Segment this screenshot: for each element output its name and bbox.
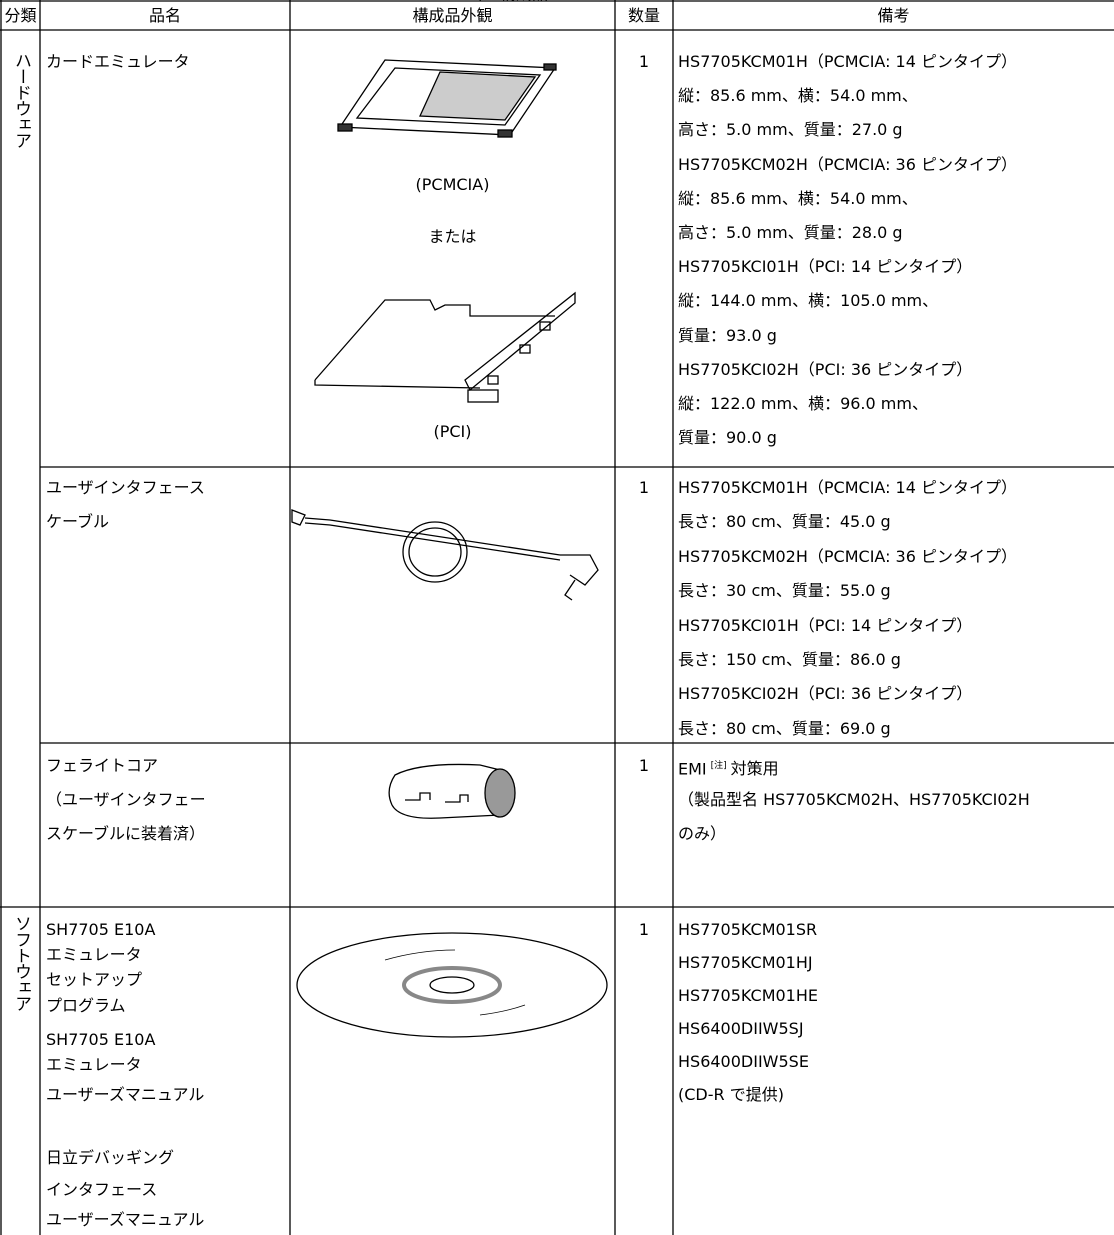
note-line: EMI [注] 対策用: [678, 755, 779, 780]
quantity: 1: [638, 920, 650, 939]
column-header: 分類: [4, 6, 37, 25]
note-line: 高さ：5.0 mm、質量：28.0 g: [678, 223, 903, 242]
note-line: のみ）: [678, 824, 727, 843]
appearance-label: または: [428, 227, 477, 246]
note-line: 質量：93.0 g: [678, 325, 777, 345]
quantity: 1: [638, 52, 650, 71]
note-line: HS7705KCM01HJ: [678, 953, 813, 972]
note-line: HS7705KCM02H（PCMCIA: 36 ピンタイプ）: [678, 546, 1017, 566]
quantity: 1: [638, 756, 650, 775]
note-line: 長さ：30 cm、質量：55.0 g: [678, 581, 891, 601]
note-line: 縦：85.6 mm、横：54.0 mm、: [678, 188, 918, 208]
note-line: 長さ：80 cm、質量：45.0 g: [678, 512, 891, 532]
item-name: ケーブル: [46, 512, 110, 531]
item-name: セットアップ: [46, 970, 143, 989]
cd-image: [296, 932, 608, 1038]
note-line: (CD-R で提供): [678, 1085, 784, 1104]
note-line: 長さ：150 cm、質量：86.0 g: [678, 650, 901, 669]
item-name: 日立デバッギング: [46, 1148, 175, 1167]
pci-board-image: [314, 291, 576, 403]
item-name: スケーブルに装着済）: [46, 824, 206, 843]
note-part: 対策用: [730, 759, 779, 779]
item-name: （ユーザインタフェー: [46, 790, 206, 809]
item-name: ユーザインタフェース: [46, 478, 205, 497]
quantity: 1: [638, 478, 650, 497]
caption: HS7705KCI02H)の構成品: [290, 0, 615, 5]
note-line: 縦：122.0 mm、横：96.0 mm、: [678, 394, 928, 413]
note-line: HS7705KCM01H（PCMCIA: 14 ピンタイプ）: [678, 478, 1017, 497]
item-name: ユーザーズマニュアル: [46, 1210, 205, 1229]
item-name: プログラム: [46, 996, 126, 1015]
note-line: HS7705KCI01H（PCI: 14 ピンタイプ）: [678, 615, 973, 635]
note-line: HS7705KCI01H（PCI: 14 ピンタイプ）: [678, 257, 973, 277]
column-header: 数量: [627, 6, 660, 25]
note-line: 質量：90.0 g: [678, 428, 777, 448]
category-label: ハードウェア: [11, 52, 31, 148]
ferrite-core-image: [388, 763, 516, 819]
note-part: [注]: [710, 761, 727, 771]
note-part: EMI: [678, 759, 707, 779]
column-header: 品名: [148, 6, 181, 25]
pcmcia-card-image: [337, 59, 557, 138]
item-name: フェライトコア: [46, 756, 159, 775]
column-header: 構成品外観: [412, 6, 493, 25]
item-name: カードエミュレータ: [46, 52, 190, 71]
cable-image: [291, 509, 599, 601]
note-line: HS7705KCI02H（PCI: 36 ピンタイプ）: [678, 359, 973, 379]
item-name: エミュレータ: [46, 1055, 142, 1074]
note-line: HS7705KCM01H（PCMCIA: 14 ピンタイプ）: [678, 52, 1017, 71]
item-name: SH7705 E10A: [46, 1030, 156, 1049]
item-name: ユーザーズマニュアル: [46, 1085, 205, 1104]
appearance-label: (PCI): [433, 422, 472, 441]
note-line: 縦：144.0 mm、横：105.0 mm、: [678, 291, 939, 311]
category-label: ソフトウェア: [11, 915, 31, 1011]
note-line: HS7705KCM01HE: [678, 986, 818, 1005]
item-name: エミュレータ: [46, 945, 142, 964]
note-line: HS7705KCM01SR: [678, 920, 818, 939]
column-header: 備考: [877, 6, 910, 25]
note-line: （製品型名 HS7705KCM02H、HS7705KCI02H: [678, 790, 1030, 809]
note-line: 高さ：5.0 mm、質量：27.0 g: [678, 120, 903, 140]
note-line: HS7705KCI02H（PCI: 36 ピンタイプ）: [678, 684, 973, 704]
note-line: 縦：85.6 mm、横：54.0 mm、: [678, 86, 918, 106]
appearance-label: (PCMCIA): [415, 175, 490, 194]
note-line: 長さ：80 cm、質量：69.0 g: [678, 718, 891, 738]
item-name: インタフェース: [46, 1180, 158, 1199]
note-line: HS6400DIIW5SJ: [678, 1019, 804, 1038]
item-name: SH7705 E10A: [46, 920, 156, 939]
note-line: HS7705KCM02H（PCMCIA: 36 ピンタイプ）: [678, 154, 1017, 174]
note-line: HS6400DIIW5SE: [678, 1052, 809, 1071]
